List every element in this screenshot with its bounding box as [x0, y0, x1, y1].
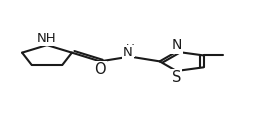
- Text: H: H: [125, 43, 134, 56]
- Text: N: N: [123, 46, 133, 59]
- Text: NH: NH: [37, 32, 57, 45]
- Text: S: S: [172, 70, 181, 85]
- Text: N: N: [171, 38, 182, 52]
- Text: O: O: [94, 62, 106, 77]
